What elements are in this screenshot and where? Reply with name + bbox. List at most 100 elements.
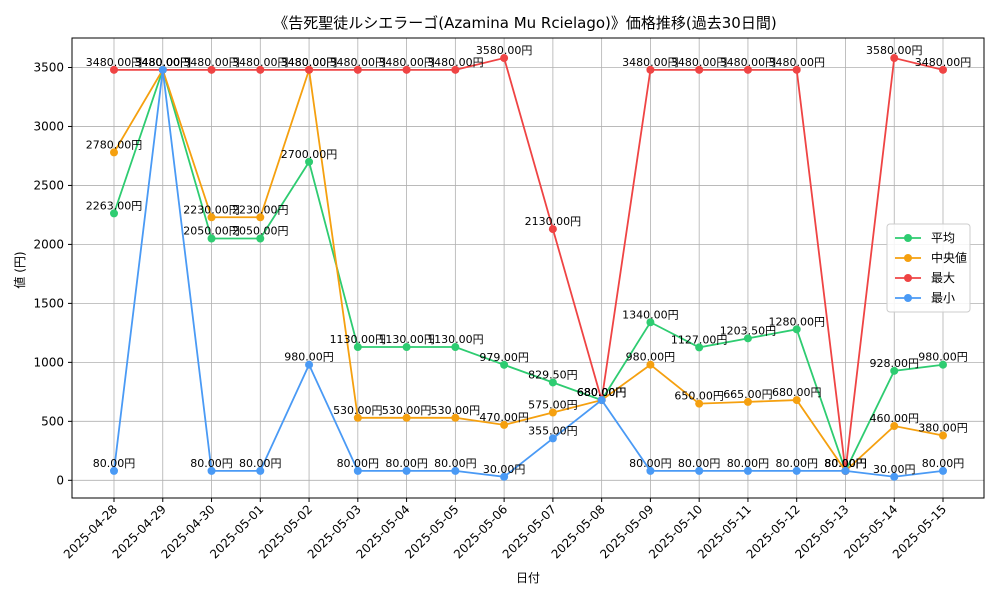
- data-label: 829.50円: [528, 368, 578, 381]
- data-label: 80.00円: [922, 457, 965, 470]
- x-axis-label: 日付: [516, 571, 540, 585]
- data-label: 80.00円: [678, 457, 721, 470]
- legend-swatch-marker: [904, 294, 912, 302]
- data-point: [110, 466, 118, 475]
- data-label: 80.00円: [824, 457, 867, 470]
- data-label: 680.00円: [577, 386, 627, 399]
- data-label: 3480.00円: [135, 56, 192, 69]
- data-point: [451, 413, 460, 422]
- data-point: [207, 213, 216, 222]
- data-label: 80.00円: [727, 457, 770, 470]
- data-point: [500, 472, 509, 481]
- data-label: 80.00円: [824, 457, 867, 470]
- data-label: 470.00円: [479, 411, 529, 424]
- legend-swatch-marker: [904, 274, 912, 282]
- data-label: 80.00円: [629, 457, 672, 470]
- y-tick-label: 0: [56, 473, 64, 487]
- data-label: 980.00円: [918, 351, 968, 364]
- data-label: 80.00円: [93, 457, 136, 470]
- data-label: 3580.00円: [476, 44, 533, 57]
- data-label: 80.00円: [824, 457, 867, 470]
- data-point: [939, 431, 947, 440]
- data-point: [646, 360, 655, 369]
- data-point: [158, 65, 167, 74]
- data-label: 530.00円: [333, 404, 383, 417]
- data-point: [207, 65, 216, 74]
- data-label: 680.00円: [577, 386, 627, 399]
- data-label: 3480.00円: [915, 56, 972, 69]
- data-label: 928.00円: [869, 357, 919, 370]
- data-point: [256, 65, 265, 74]
- data-point: [548, 408, 557, 417]
- data-label: 2130.00円: [525, 215, 582, 228]
- data-point: [743, 334, 752, 343]
- data-point: [792, 396, 801, 405]
- data-point: [890, 366, 899, 375]
- data-label: 2700.00円: [281, 148, 338, 161]
- data-point: [305, 157, 314, 166]
- data-label: 3480.00円: [768, 56, 825, 69]
- data-label: 650.00円: [674, 390, 724, 403]
- data-point: [402, 65, 411, 74]
- data-label: 80.00円: [190, 457, 233, 470]
- data-label: 80.00円: [434, 457, 477, 470]
- data-label: 355.00円: [528, 424, 578, 437]
- data-label: 2230.00円: [183, 203, 240, 216]
- data-point: [890, 422, 899, 431]
- data-point: [743, 65, 752, 74]
- data-label: 1130.00円: [427, 333, 484, 346]
- series-3: [110, 65, 947, 481]
- data-label: 3480.00円: [720, 56, 777, 69]
- data-point: [110, 65, 118, 74]
- data-label: 3480.00円: [281, 56, 338, 69]
- data-point: [305, 360, 314, 369]
- data-point: [256, 466, 265, 475]
- data-point: [646, 65, 655, 74]
- data-point: [110, 148, 118, 157]
- data-point: [207, 234, 216, 243]
- data-label: 680.00円: [772, 386, 822, 399]
- data-label: 980.00円: [284, 351, 334, 364]
- data-point: [353, 466, 362, 475]
- data-label: 3480.00円: [281, 56, 338, 69]
- data-point: [402, 466, 411, 475]
- data-point: [792, 65, 801, 74]
- data-point: [939, 466, 947, 475]
- data-point: [305, 65, 314, 74]
- data-label: 3480.00円: [135, 56, 192, 69]
- data-label: 1340.00円: [622, 308, 679, 321]
- data-label: 2050.00円: [183, 225, 240, 238]
- data-point: [402, 413, 411, 422]
- data-label: 2780.00円: [86, 138, 143, 151]
- data-label: 80.00円: [775, 457, 818, 470]
- data-point: [548, 225, 557, 234]
- y-axis-label: 値 (円): [12, 251, 27, 288]
- data-label: 80.00円: [337, 457, 380, 470]
- data-label: 3480.00円: [378, 56, 435, 69]
- data-label: 30.00円: [873, 463, 916, 476]
- data-label: 2230.00円: [232, 203, 289, 216]
- data-label: 3480.00円: [135, 56, 192, 69]
- data-point: [792, 325, 801, 334]
- data-label: 1130.00円: [330, 333, 387, 346]
- data-point: [695, 65, 704, 74]
- data-point: [646, 318, 655, 327]
- series-line: [113, 67, 944, 473]
- data-label: 2263.00円: [86, 199, 143, 212]
- data-point: [646, 466, 655, 475]
- legend-box: [886, 223, 971, 313]
- data-point: [695, 399, 704, 408]
- data-point: [695, 343, 704, 352]
- series-line: [114, 56, 944, 471]
- data-point: [256, 234, 265, 243]
- data-label: 3480.00円: [232, 56, 289, 69]
- data-label: 530.00円: [431, 404, 481, 417]
- data-label: 680.00円: [577, 386, 627, 399]
- y-tick-label: 3000: [33, 119, 64, 133]
- data-point: [353, 65, 362, 74]
- data-label: 80.00円: [824, 457, 867, 470]
- y-tick-label: 2000: [33, 237, 64, 251]
- data-label: 30.00円: [483, 463, 526, 476]
- data-point: [353, 413, 362, 422]
